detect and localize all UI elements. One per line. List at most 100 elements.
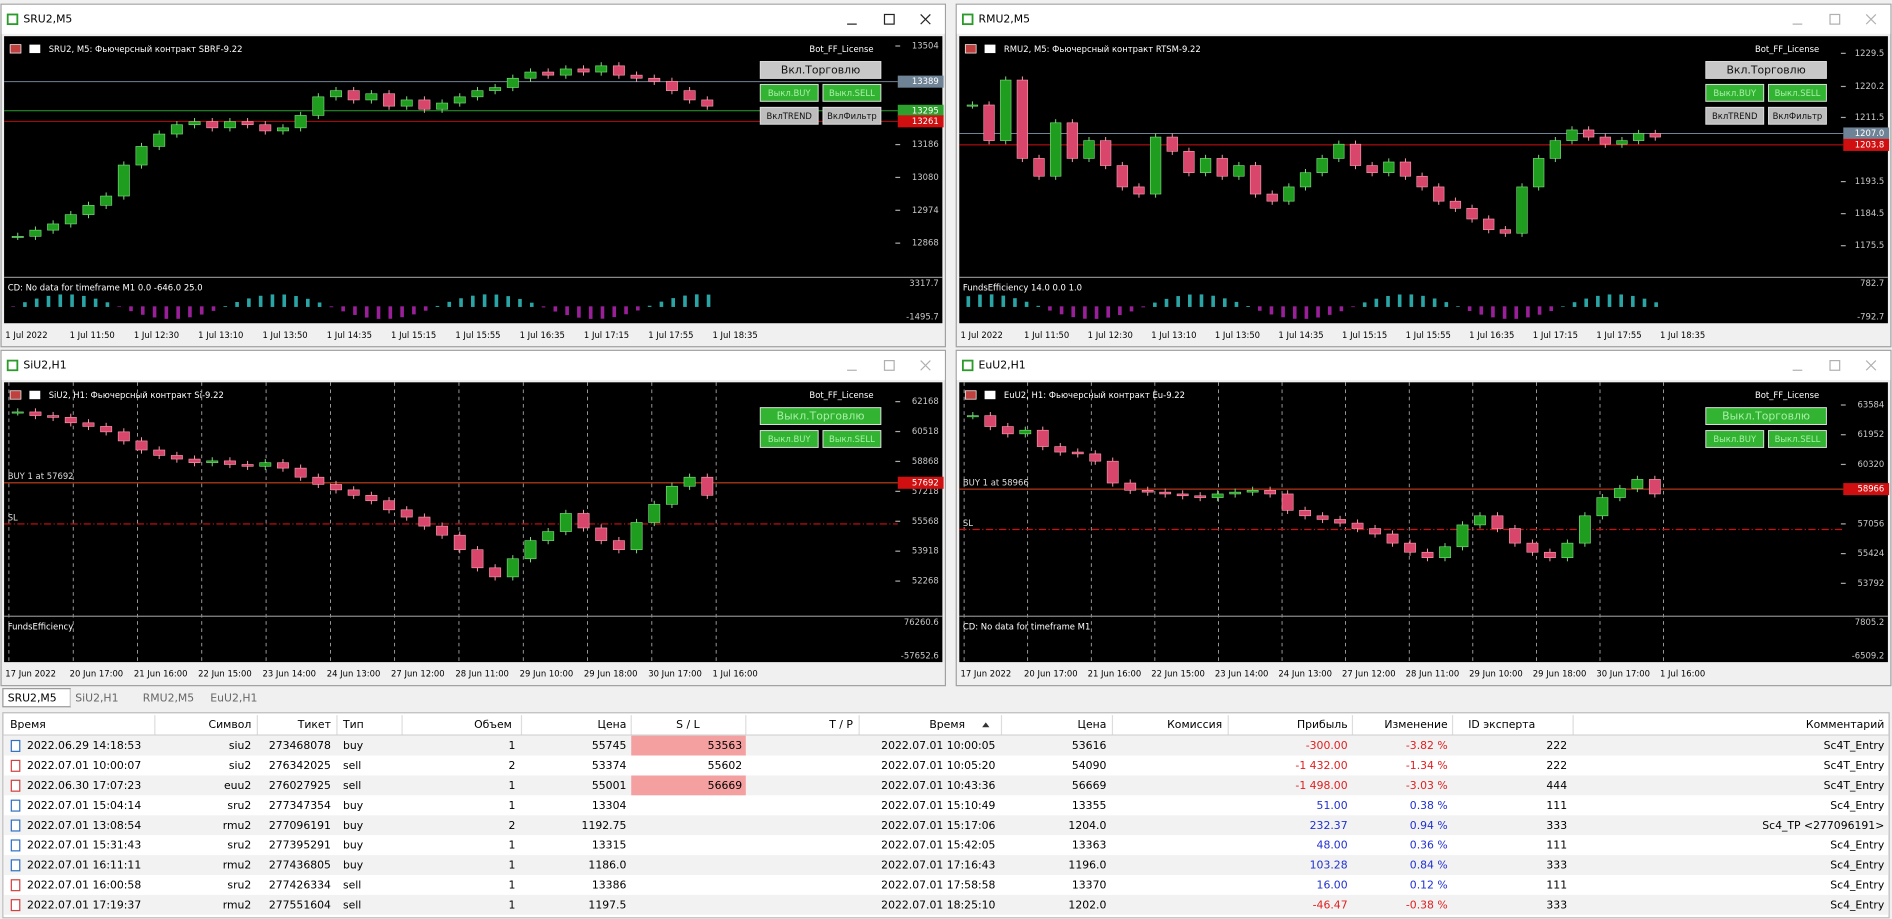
column-header[interactable]: Время (929, 718, 965, 731)
maximize-button[interactable] (1829, 360, 1841, 371)
column-header[interactable]: Комиссия (1167, 718, 1222, 731)
ea-button[interactable]: ВклTREND (1705, 106, 1765, 125)
ea-button-label[interactable]: Вкл.Торговлю (781, 64, 860, 77)
ea-button-label[interactable]: Выкл.SELL (829, 88, 875, 98)
ea-button[interactable]: Выкл.SELL (1768, 430, 1827, 448)
close-button[interactable] (1865, 14, 1877, 25)
column-header[interactable]: Комментарий (1806, 718, 1884, 731)
column-header[interactable]: S / L (676, 718, 699, 731)
chart-tab[interactable] (2, 688, 72, 708)
ea-button-label[interactable]: Выкл.Торговлю (1722, 410, 1810, 423)
ea-button[interactable]: ВклФильтр (822, 106, 882, 125)
x-tick-label: 28 Jun 11:00 (455, 669, 509, 679)
candle (1544, 551, 1556, 558)
close-button[interactable] (920, 14, 931, 25)
ea-button-face[interactable] (759, 430, 819, 448)
ea-button-face[interactable] (1705, 407, 1827, 426)
ea-button[interactable]: ВклФильтр (1768, 106, 1827, 125)
ea-button-face[interactable] (1705, 83, 1765, 102)
candle (1533, 158, 1545, 188)
ea-button-label[interactable]: Выкл.BUY (768, 88, 812, 98)
ea-button-label[interactable]: Выкл.SELL (829, 434, 875, 444)
ea-button-face[interactable] (1768, 83, 1827, 102)
column-header[interactable]: Изменение (1384, 718, 1448, 731)
ea-button[interactable]: Выкл.SELL (822, 83, 882, 102)
ea-button-face[interactable] (822, 83, 882, 102)
chart-tab[interactable] (205, 688, 274, 707)
ea-button[interactable]: Выкл.BUY (1705, 430, 1765, 448)
maximize-button[interactable] (1829, 13, 1841, 25)
column-header[interactable]: Прибыль (1297, 718, 1348, 731)
ea-button-face[interactable] (1705, 430, 1765, 448)
candle (153, 133, 166, 147)
ea-button-face[interactable] (759, 407, 882, 426)
ea-button-face[interactable] (1705, 61, 1827, 79)
ea-button-face[interactable] (822, 430, 882, 448)
table-row[interactable] (4, 795, 1888, 816)
maximize-button[interactable] (883, 360, 895, 371)
ea-button-label[interactable]: Выкл.BUY (768, 434, 812, 444)
close-button[interactable] (920, 360, 931, 371)
ea-button-label[interactable]: Выкл.SELL (1775, 88, 1821, 98)
ea-button-label[interactable]: ВклTREND (1712, 111, 1757, 121)
ea-button-face[interactable] (759, 61, 882, 79)
table-row[interactable] (4, 775, 1888, 796)
ea-button-face[interactable] (822, 106, 882, 125)
table-row[interactable] (4, 894, 1888, 915)
ea-button-label[interactable]: Вкл.Торговлю (1726, 64, 1805, 77)
chart-tab-label[interactable]: EuU2,H1 (210, 691, 257, 704)
column-header[interactable]: Цена (1078, 718, 1107, 731)
ea-button[interactable]: Вкл.Торговлю (759, 61, 882, 79)
ea-button-face[interactable] (759, 83, 819, 102)
ea-button[interactable]: Выкл.SELL (1768, 83, 1827, 102)
close-button[interactable] (1865, 360, 1877, 371)
ea-button[interactable]: Выкл.BUY (759, 83, 819, 102)
ea-button[interactable]: Выкл.Торговлю (759, 407, 882, 426)
ea-button[interactable]: Выкл.BUY (759, 430, 819, 448)
candle (436, 102, 449, 110)
chart-tab-label[interactable]: SiU2,H1 (75, 691, 118, 704)
table-row[interactable] (4, 835, 1888, 856)
chart-tab[interactable] (137, 688, 206, 707)
ea-button-label[interactable]: Выкл.BUY (1713, 88, 1757, 98)
chart-tab-label[interactable]: SRU2,M5 (8, 691, 57, 704)
ea-button[interactable]: Выкл.Торговлю (1705, 407, 1827, 426)
ea-button-label[interactable]: ВклTREND (766, 111, 811, 121)
table-row[interactable] (4, 755, 1888, 776)
ea-button-label[interactable]: Выкл.Торговлю (777, 410, 865, 423)
indicator-bar (1456, 306, 1460, 307)
chart-tab-label[interactable]: RMU2,M5 (143, 691, 194, 704)
chart-tab[interactable] (70, 688, 138, 707)
ea-button-label[interactable]: Выкл.BUY (1713, 434, 1757, 444)
ea-button-face[interactable] (1705, 106, 1765, 125)
column-header[interactable]: Тикет (297, 718, 331, 731)
ea-button[interactable]: ВклTREND (759, 106, 819, 125)
column-header[interactable]: Тип (342, 718, 364, 731)
candle (489, 567, 502, 578)
table-row[interactable] (4, 855, 1888, 875)
indicator-bar (1362, 302, 1367, 307)
ea-button-label[interactable]: Выкл.SELL (1775, 434, 1821, 444)
column-header[interactable]: Время (10, 718, 46, 731)
column-header[interactable]: Символ (209, 718, 252, 731)
table-row[interactable] (4, 735, 1888, 756)
column-header[interactable]: Объем (474, 718, 512, 731)
column-header[interactable]: ID эксперта (1468, 718, 1535, 731)
candle (418, 99, 431, 110)
ea-button-face[interactable] (1768, 430, 1827, 448)
header-icon (9, 44, 22, 54)
column-header[interactable]: T / P (828, 718, 853, 731)
table-row[interactable] (4, 815, 1888, 836)
column-header[interactable]: Цена (598, 718, 627, 731)
ea-button[interactable]: Вкл.Торговлю (1705, 61, 1827, 79)
ea-button[interactable]: Выкл.SELL (822, 430, 882, 448)
ea-button-face[interactable] (759, 106, 819, 125)
table-cell: sru2 (227, 839, 251, 852)
maximize-button[interactable] (883, 13, 895, 25)
table-row[interactable] (4, 874, 1888, 895)
ea-button-label[interactable]: ВклФильтр (1773, 111, 1823, 121)
ea-button-label[interactable]: ВклФильтр (827, 111, 877, 121)
table-cell: 1204.0 (1068, 819, 1106, 832)
ea-button-face[interactable] (1768, 106, 1827, 125)
ea-button[interactable]: Выкл.BUY (1705, 83, 1765, 102)
